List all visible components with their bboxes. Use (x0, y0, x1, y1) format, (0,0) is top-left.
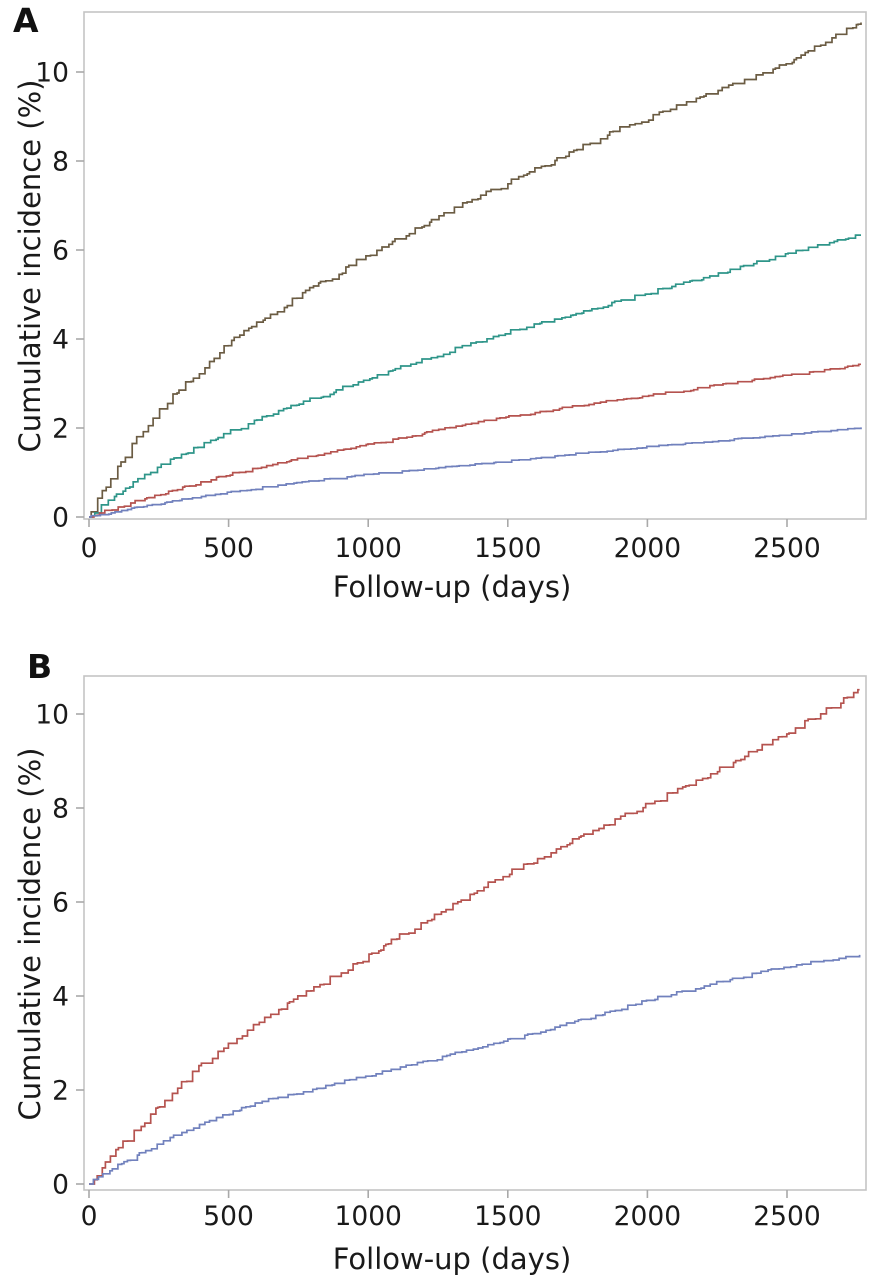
panel-b-x-axis-title: Follow-up (days) (332, 1242, 572, 1276)
y-tick-label: 6 (52, 888, 69, 919)
y-tick-label: 6 (52, 236, 69, 267)
panel-a-y-axis-title: Cumulative incidence (%) (13, 79, 47, 453)
y-tick-label: 8 (52, 794, 69, 825)
panel-b-curve-red (89, 688, 860, 1185)
axis-tick-labels: 0 500 1000 1500 2000 2500 0 2 4 6 8 10 (35, 58, 820, 565)
x-tick-label: 2000 (614, 533, 681, 564)
y-tick-label: 10 (35, 700, 69, 731)
x-tick-label: 2500 (753, 533, 820, 564)
x-tick-label: 1000 (334, 1201, 401, 1232)
axis-ticks (76, 713, 788, 1198)
x-tick-label: 2000 (614, 1201, 681, 1232)
y-tick-label: 2 (52, 1076, 69, 1107)
x-tick-label: 0 (81, 533, 98, 564)
x-tick-label: 1500 (474, 1201, 541, 1232)
panel-b-label: B (27, 647, 53, 686)
axis-tick-labels: 0 500 1000 1500 2000 2500 0 2 4 6 8 10 (35, 700, 820, 1233)
y-tick-label: 0 (52, 503, 69, 534)
y-tick-label: 4 (52, 325, 69, 356)
panel-a-curve-teal (89, 234, 861, 518)
y-tick-label: 4 (52, 982, 69, 1013)
y-tick-label: 2 (52, 414, 69, 445)
panel-a-curve-red (89, 363, 861, 518)
x-tick-label: 1500 (474, 533, 541, 564)
plot-frame (83, 675, 867, 1191)
plot-frame (83, 11, 867, 520)
x-tick-label: 500 (203, 533, 254, 564)
x-tick-label: 2500 (753, 1201, 820, 1232)
x-tick-label: 1000 (334, 533, 401, 564)
panel-a-plot-area: 0 500 1000 1500 2000 2500 0 2 4 6 8 10 (35, 11, 867, 565)
y-tick-label: 10 (35, 58, 69, 89)
panel-b-curve-blue (89, 954, 861, 1185)
panel-b-plot-area: 0 500 1000 1500 2000 2500 0 2 4 6 8 10 (35, 675, 867, 1233)
axis-ticks (76, 71, 788, 527)
x-tick-label: 500 (203, 1201, 254, 1232)
panel-a-x-axis-title: Follow-up (days) (332, 570, 572, 604)
panel-a-curve-blue (89, 427, 862, 518)
y-tick-label: 8 (52, 147, 69, 178)
panel-a-curve-brown (89, 22, 862, 518)
panel-b-y-axis-title: Cumulative incidence (%) (13, 747, 47, 1121)
x-tick-label: 0 (81, 1201, 98, 1232)
y-tick-label: 0 (52, 1170, 69, 1201)
panel-a-label: A (13, 1, 39, 40)
